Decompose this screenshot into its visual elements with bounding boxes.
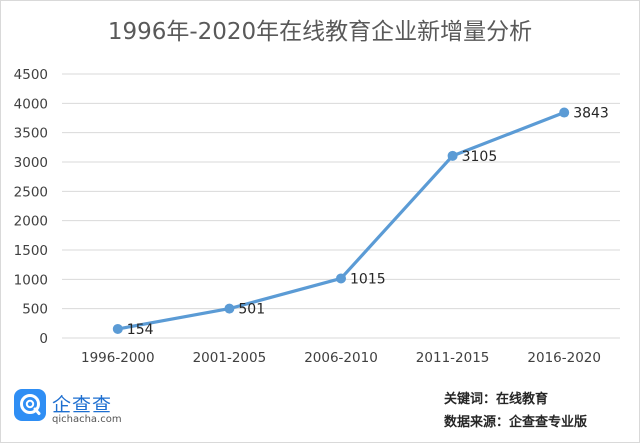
y-tick-label: 3000 [14, 155, 48, 171]
keywords-text: 关键词：在线教育 [444, 392, 549, 407]
y-tick-label: 1000 [14, 272, 48, 288]
x-tick-label: 2001-2005 [193, 350, 267, 366]
data-point [559, 107, 570, 118]
footer-info: 关键词：在线教育 数据来源：企查查专业版 [444, 388, 634, 434]
y-tick-label: 3500 [14, 126, 48, 142]
y-tick-label: 2500 [14, 184, 48, 200]
qichacha-logo-icon [14, 389, 46, 421]
x-tick-label: 2006-2010 [304, 350, 378, 366]
data-label: 154 [127, 322, 154, 338]
data-label: 501 [238, 302, 265, 318]
brand-logo: 企查查 qichacha.com [14, 389, 134, 429]
y-tick-label: 0 [39, 331, 48, 347]
series-layer [112, 107, 570, 334]
data-label: 1015 [350, 271, 386, 287]
data-point [112, 323, 123, 334]
y-tick-label: 1500 [14, 243, 48, 259]
logo-name: 企查查 [52, 394, 113, 416]
data-labels: 154 501 1015 3105 3843 [127, 106, 609, 338]
x-tick-label: 2016-2020 [527, 350, 601, 366]
y-tick-label: 2000 [14, 214, 48, 230]
y-tick-label: 4500 [14, 67, 48, 83]
y-tick-label: 4000 [14, 96, 48, 112]
gridlines [62, 73, 620, 339]
data-point [224, 303, 235, 314]
logo-domain: qichacha.com [52, 414, 122, 425]
data-point [447, 150, 458, 161]
x-axis-ticks: 1996-2000 2001-2005 2006-2010 2011-2015 2016… [81, 350, 601, 366]
data-label: 3843 [573, 106, 609, 122]
y-axis-ticks: 0 500 1000 1500 2000 2500 3000 3500 4000 4500 [14, 67, 48, 347]
y-tick-label: 500 [22, 302, 48, 318]
chart-title: 1996年-2020年在线教育企业新增量分析 [107, 19, 533, 45]
data-point [336, 273, 346, 284]
x-tick-label: 1996-2000 [81, 350, 155, 366]
source-text: 数据来源：企查查专业版 [444, 415, 588, 430]
x-tick-label: 2011-2015 [416, 350, 490, 366]
data-label: 3105 [462, 149, 498, 165]
